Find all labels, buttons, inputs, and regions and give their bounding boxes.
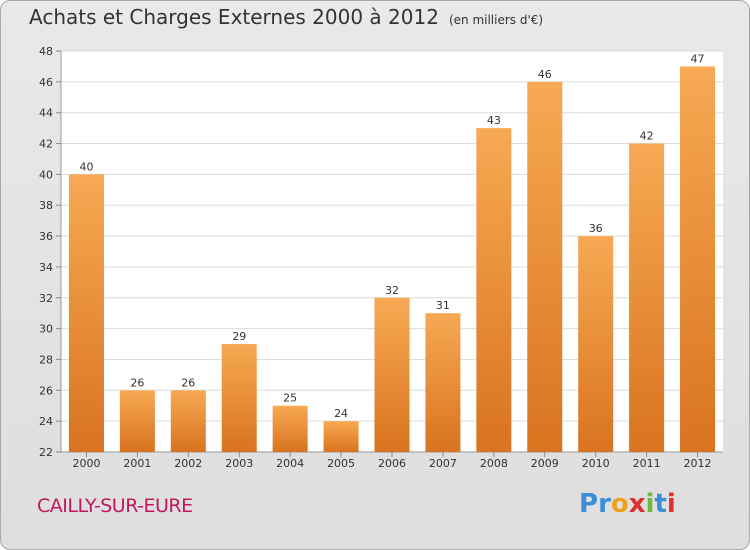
y-tick-label: 40 [39, 168, 53, 181]
x-tick-label: 2005 [327, 457, 355, 470]
bar [578, 236, 614, 452]
bar-value-label: 42 [640, 130, 654, 143]
logo-letter: P [579, 489, 599, 519]
x-tick-label: 2008 [480, 457, 508, 470]
bar [221, 344, 257, 452]
x-tick-label: 2006 [378, 457, 406, 470]
proxiti-logo: Proxiti [579, 489, 676, 519]
x-tick-label: 2012 [684, 457, 712, 470]
y-tick-label: 26 [39, 384, 53, 397]
bar [374, 297, 410, 452]
y-tick-label: 38 [39, 199, 53, 212]
y-tick-label: 30 [39, 323, 53, 336]
bar [476, 128, 512, 452]
bar-value-label: 46 [538, 68, 552, 81]
logo-letter: o [610, 489, 629, 519]
bar [68, 174, 104, 452]
y-tick-label: 44 [39, 107, 53, 120]
x-tick-label: 2004 [276, 457, 304, 470]
bar-value-label: 26 [181, 376, 195, 389]
x-tick-label: 2000 [72, 457, 100, 470]
logo-letter: r [598, 489, 611, 519]
bar-value-label: 36 [589, 222, 603, 235]
bar [425, 313, 461, 452]
bar-value-label: 29 [232, 330, 246, 343]
y-tick-label: 22 [39, 446, 53, 459]
x-tick-label: 2003 [225, 457, 253, 470]
bar-value-label: 25 [283, 392, 297, 405]
y-tick-label: 36 [39, 230, 53, 243]
bar-value-label: 47 [691, 52, 705, 65]
bar-value-label: 26 [130, 376, 144, 389]
bar [272, 405, 308, 452]
y-tick-label: 24 [39, 415, 53, 428]
x-tick-label: 2009 [531, 457, 559, 470]
bar [629, 143, 665, 453]
logo-letter: i [645, 489, 655, 519]
logo-letter: i [666, 489, 676, 519]
bar-value-label: 31 [436, 299, 450, 312]
bar [119, 390, 155, 452]
commune-name: CAILLY-SUR-EURE [37, 495, 193, 517]
x-tick-label: 2007 [429, 457, 457, 470]
y-tick-label: 32 [39, 292, 53, 305]
bar [527, 81, 563, 452]
bar-value-label: 32 [385, 284, 399, 297]
y-tick-label: 28 [39, 353, 53, 366]
x-tick-label: 2010 [582, 457, 610, 470]
x-tick-label: 2001 [123, 457, 151, 470]
chart-title: Achats et Charges Externes 2000 à 2012 (e… [29, 5, 543, 29]
x-tick-label: 2011 [633, 457, 661, 470]
bar [170, 390, 206, 452]
logo-letter: t [654, 489, 667, 519]
bar-value-label: 43 [487, 114, 501, 127]
y-tick-label: 42 [39, 138, 53, 151]
chart-subtitle: (en milliers d'€) [448, 13, 544, 27]
bar [680, 66, 716, 452]
x-tick-label: 2002 [174, 457, 202, 470]
bar-value-label: 40 [79, 160, 93, 173]
y-tick-label: 46 [39, 76, 53, 89]
logo-letter: x [628, 489, 646, 519]
bar-value-label: 24 [334, 407, 348, 420]
title-text: Achats et Charges Externes 2000 à 2012 [29, 5, 439, 29]
y-tick-label: 48 [39, 45, 53, 58]
bar [323, 421, 359, 452]
y-tick-label: 34 [39, 261, 53, 274]
